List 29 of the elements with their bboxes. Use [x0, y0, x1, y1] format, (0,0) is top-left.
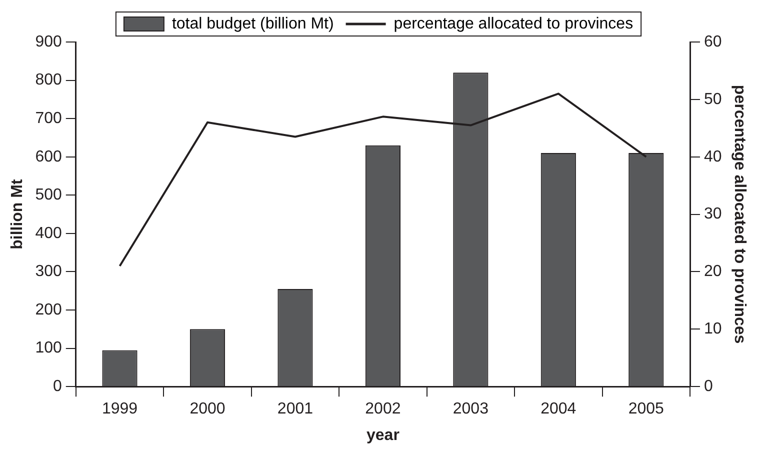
x-tick-label: 2004	[540, 400, 576, 418]
y-tick-label: 500	[35, 186, 62, 204]
y-tick-label: 300	[35, 263, 62, 280]
y-tick-label: 200	[35, 301, 62, 318]
y-tick-label: 600	[35, 148, 62, 166]
y2-tick-label: 0	[704, 378, 714, 396]
y2-tick-label: 50	[704, 90, 722, 108]
y2-tick-label: 40	[704, 148, 722, 166]
x-tick-label: 2002	[365, 400, 401, 418]
y2-axis-title: percentage allocated to provinces	[730, 84, 748, 344]
y-tick-label: 800	[35, 72, 62, 89]
y2-tick-label: 60	[704, 33, 722, 50]
x-axis-title: year	[366, 426, 400, 444]
x-tick-label: 1999	[102, 400, 138, 418]
y2-tick-label: 10	[704, 320, 722, 338]
x-tick-label: 2000	[190, 400, 226, 418]
legend-label: total budget (billion Mt)	[172, 15, 334, 32]
legend-label: percentage allocated to provinces	[394, 15, 634, 32]
y-tick-label: 700	[35, 110, 62, 127]
x-tick-label: 2001	[277, 400, 314, 418]
y-tick-label: 900	[35, 33, 62, 50]
y2-tick-label: 20	[704, 263, 722, 280]
x-tick-label: 2005	[628, 400, 664, 418]
y-tick-label: 100	[35, 340, 62, 357]
y-tick-label: 400	[35, 224, 62, 242]
x-tick-label: 2003	[452, 400, 489, 418]
y-axis-title: billion Mt	[9, 178, 26, 250]
y-tick-label: 0	[52, 378, 62, 396]
y2-tick-label: 30	[704, 206, 722, 223]
